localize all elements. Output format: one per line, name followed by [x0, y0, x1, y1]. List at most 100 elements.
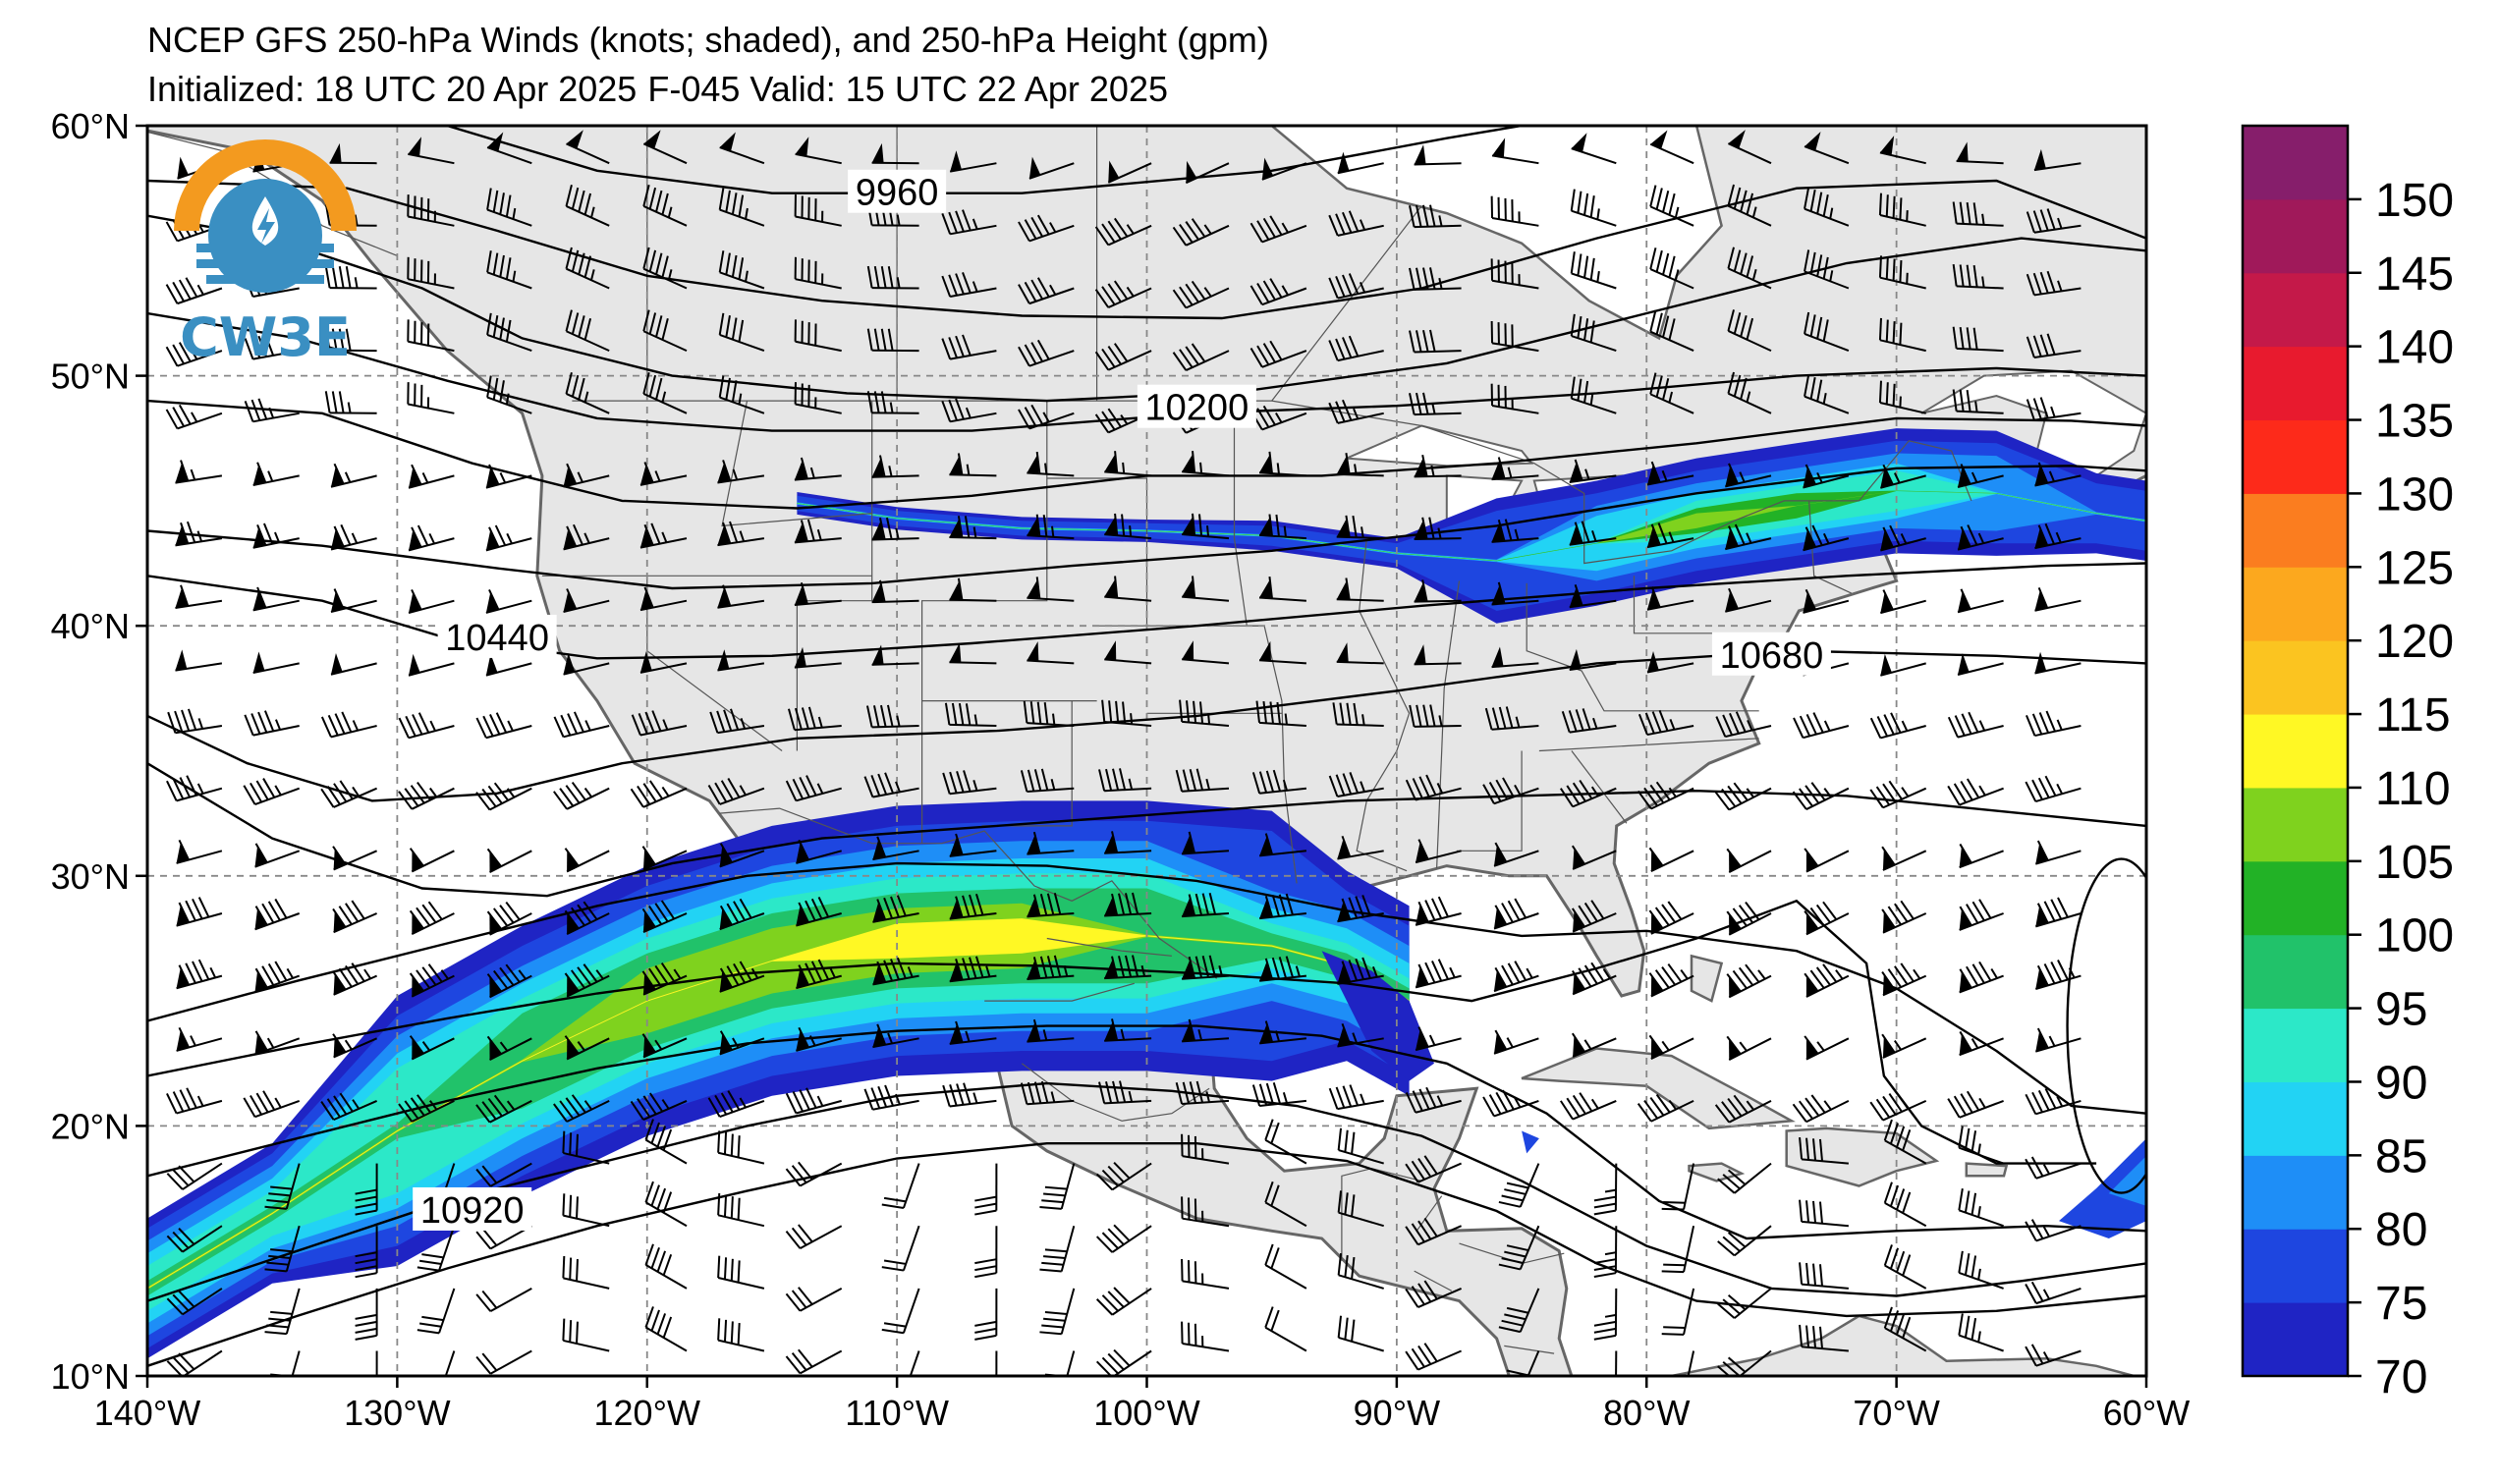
wind-barb-flag: [1889, 524, 1901, 546]
wind-barb-flag: [810, 898, 823, 919]
wind-barb-half-flag: [1354, 464, 1358, 475]
wind-barb-flag: [1889, 1123, 1900, 1144]
wind-barb: [167, 708, 223, 735]
wind-barb-shaft: [566, 787, 610, 810]
wind-barb-pennant: [1959, 1032, 1971, 1056]
wind-barb-half-flag: [1668, 787, 1677, 797]
wind-barb-flag: [1571, 907, 1585, 928]
wind-barb-flag: [642, 1095, 657, 1116]
wind-barb-half-flag: [971, 218, 978, 230]
wind-barb-flag: [1185, 221, 1199, 241]
wind-barb-flag: [1342, 211, 1353, 234]
wind-barb-flag: [799, 777, 810, 798]
wind-barb: [254, 961, 301, 993]
wind-barb-flag: [172, 1293, 190, 1312]
wind-barb-half-flag: [1205, 1091, 1211, 1103]
wind-barb: [1027, 1018, 1075, 1043]
wind-barb-shaft: [1414, 162, 1462, 166]
wind-barb-flag: [1815, 904, 1831, 923]
wind-barb-flag: [255, 780, 269, 800]
wind-barb: [949, 150, 997, 173]
wind-barb: [794, 457, 842, 481]
wind-barb-flag: [791, 1227, 807, 1246]
wind-barb-half-flag: [1823, 1100, 1832, 1111]
wind-barb: [566, 130, 610, 165]
wind-barb-flag: [1424, 962, 1436, 983]
wind-barb-half-flag: [354, 214, 359, 226]
wind-barb-half-flag: [191, 412, 198, 423]
wind-barb-flag: [964, 516, 971, 538]
wind-barb-half-flag: [1746, 532, 1752, 544]
wind-barb-flag: [1662, 378, 1670, 401]
wind-barb-shaft: [1646, 537, 1694, 549]
wind-barb-shaft: [1956, 222, 2004, 227]
wind-barb-flag: [1425, 1086, 1437, 1108]
wind-barb-half-flag: [1977, 532, 1985, 544]
wind-barb-flag: [1881, 970, 1896, 991]
wind-barb-flag: [794, 382, 797, 405]
wind-barb-flag: [420, 259, 423, 282]
wind-barb-shaft: [949, 350, 997, 360]
wind-barb-flag: [407, 194, 410, 217]
wind-barb-flag: [327, 714, 339, 737]
wind-barb-flag: [566, 588, 578, 610]
wind-barb-flag: [1566, 785, 1581, 805]
height-contour-line: [147, 861, 2146, 1115]
wind-barb-flag: [1024, 219, 1037, 240]
island-jamaica: [1688, 1162, 1746, 1182]
wind-barb-flag: [1341, 835, 1352, 857]
wind-barb: [565, 309, 610, 353]
wind-barb-flag: [421, 1253, 444, 1259]
wind-barb-shaft: [717, 1214, 765, 1228]
wind-barb-shaft: [485, 599, 532, 614]
wind-barb: [1804, 249, 1850, 290]
wind-barb-pennant: [1879, 136, 1895, 156]
wind-barb-flag: [800, 520, 808, 542]
wind-barb-shaft: [1258, 533, 1306, 540]
wind-barb-half-flag: [1823, 720, 1831, 732]
wind-barb: [252, 522, 300, 549]
wind-barb: [2034, 651, 2082, 675]
wind-barb-flag: [1878, 255, 1882, 278]
wind-barb: [644, 1243, 688, 1290]
wind-barb-flag: [1193, 1198, 1197, 1221]
wind-barb-flag: [817, 897, 830, 918]
wind-barb-flag: [420, 196, 423, 220]
wind-barb-pennant: [1958, 590, 1970, 613]
wind-barb-shaft: [642, 267, 688, 290]
border-14: [1456, 750, 1523, 852]
wind-barb-flag: [475, 792, 491, 811]
wind-barb: [1020, 1080, 1075, 1106]
wind-barb: [1883, 1244, 1927, 1290]
wind-barb-flag: [1876, 715, 1889, 738]
wind-barb-pennant: [1959, 970, 1971, 993]
wind-barb-flag: [1589, 320, 1595, 343]
wind-barb-flag: [1501, 964, 1514, 986]
wind-barb: [486, 963, 532, 999]
wind-barb: [1104, 892, 1152, 917]
colorbar-label: 70: [2375, 1351, 2427, 1403]
wind-barb-flag: [2025, 1093, 2037, 1115]
contour-label-bg: [1711, 632, 1831, 676]
wind-barb-flag: [1342, 773, 1353, 795]
wind-barb-half-flag: [512, 270, 517, 282]
wind-barb-flag: [1661, 1270, 1685, 1274]
wind-barb-shaft: [285, 1163, 301, 1210]
wind-barb-flag: [1947, 785, 1961, 806]
wind-barb-flag: [263, 710, 275, 732]
wind-barb-half-flag: [1282, 1092, 1288, 1104]
wind-barb: [1792, 1094, 1850, 1124]
wind-barb: [408, 137, 455, 165]
wind-barb-flag: [723, 709, 733, 732]
wind-barb-flag: [407, 256, 410, 280]
wind-barb: [1648, 901, 1694, 935]
wind-barb-flag: [1353, 702, 1359, 726]
wind-barb-shaft: [285, 1225, 301, 1272]
wind-barb-flag: [1405, 1226, 1419, 1245]
wind-barb-flag: [1044, 1185, 1068, 1190]
wind-barb-flag: [725, 252, 731, 275]
wind-barb-flag: [166, 1297, 184, 1316]
wind-barb-pennant: [872, 901, 885, 922]
wind-barb-flag: [1971, 901, 1985, 921]
wind-barb-flag: [192, 898, 203, 919]
